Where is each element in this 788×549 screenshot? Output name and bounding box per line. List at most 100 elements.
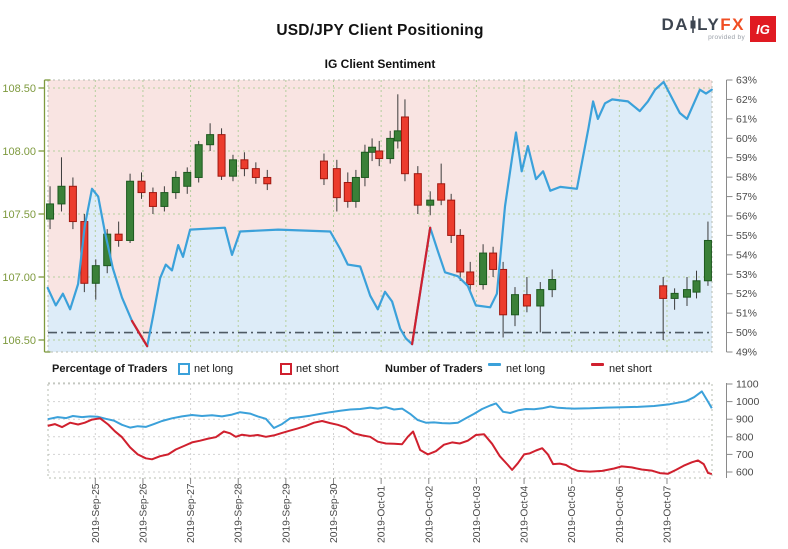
count-axis: 600 700 800 900 1000 1100 xyxy=(726,379,760,479)
count-tick-label: 700 xyxy=(736,449,754,461)
logo-daily-part2: LY xyxy=(697,15,721,34)
date-tick-label: 2019-Oct-01 xyxy=(377,485,388,543)
net-short-count-line xyxy=(47,417,713,476)
candle xyxy=(692,280,701,293)
candle xyxy=(522,294,531,307)
percent-tick-label: 62% xyxy=(736,94,757,106)
candle xyxy=(682,289,691,298)
count-tick-label: 900 xyxy=(736,414,754,426)
price-tick-label: 106.50 xyxy=(2,335,36,347)
chart-subtitle: IG Client Sentiment xyxy=(324,57,436,71)
candle xyxy=(228,159,237,177)
price-tick-label: 108.50 xyxy=(2,83,36,95)
provided-by-text: provided by xyxy=(708,34,745,41)
candle xyxy=(240,159,249,170)
legend-net-long-count: net long xyxy=(506,363,546,375)
candle xyxy=(659,285,668,299)
date-tick-label: 2019-Sep-27 xyxy=(186,483,197,543)
percent-tick-label: 58% xyxy=(736,172,757,184)
price-tick-label: 108.00 xyxy=(2,146,36,158)
net-long-percent-line-red-segment xyxy=(130,319,149,348)
date-tick-label: 2019-Sep-26 xyxy=(138,483,149,543)
percent-tick-label: 60% xyxy=(736,133,757,145)
legend-number-of-traders: Number of Traders xyxy=(385,363,483,375)
legend-net-short-count: net short xyxy=(609,363,652,375)
percent-tick-label: 53% xyxy=(736,269,757,281)
percent-tick-label: 54% xyxy=(736,249,757,261)
candle xyxy=(57,185,66,205)
candle xyxy=(386,137,395,160)
date-axis: 2019-Sep-25 2019-Sep-26 2019-Sep-27 2019-Se… xyxy=(91,478,673,543)
net-long-percent-line-red-segment xyxy=(411,226,432,346)
candle xyxy=(511,294,520,316)
candle xyxy=(479,252,488,286)
date-tick-label: 2019-Oct-06 xyxy=(615,485,626,543)
date-tick-label: 2019-Sep-29 xyxy=(281,483,292,543)
page-title: USD/JPY Client Positioning xyxy=(276,22,484,39)
legend-net-short-pct: net short xyxy=(296,363,339,375)
logo-fx: FX xyxy=(720,15,745,34)
candle xyxy=(263,176,272,185)
percent-tick-label: 56% xyxy=(736,211,757,223)
price-tick-label: 107.50 xyxy=(2,209,36,221)
candle xyxy=(251,168,260,178)
count-tick-label: 1100 xyxy=(736,379,759,391)
candle xyxy=(91,265,100,284)
date-tick-label: 2019-Sep-25 xyxy=(91,483,102,543)
candle xyxy=(426,199,435,206)
date-tick-label: 2019-Oct-07 xyxy=(662,485,673,543)
percent-tick-label: 50% xyxy=(736,327,757,339)
date-tick-label: 2019-Oct-03 xyxy=(472,485,483,543)
price-tick-label: 107.00 xyxy=(2,272,36,284)
percent-tick-label: 49% xyxy=(736,347,757,359)
candle xyxy=(46,203,55,220)
candle xyxy=(447,199,456,236)
legend-percentage-of-traders: Percentage of Traders xyxy=(52,363,168,375)
date-tick-label: 2019-Oct-04 xyxy=(520,485,531,543)
percent-tick-label: 59% xyxy=(736,152,757,164)
net-long-majority-area xyxy=(47,81,712,353)
legend-row: Percentage of Traders net long net short… xyxy=(0,361,788,379)
date-tick-label: 2019-Oct-05 xyxy=(567,485,578,543)
net-short-percent-swatch xyxy=(280,363,292,375)
net-long-count-swatch xyxy=(488,363,501,366)
legend-net-long-pct: net long xyxy=(194,363,234,375)
candle xyxy=(489,252,498,270)
candlestick-icon xyxy=(690,16,696,33)
net-short-count-swatch xyxy=(591,363,604,366)
candle xyxy=(319,160,328,180)
candle xyxy=(703,239,712,282)
candle xyxy=(393,130,402,142)
candlestick-series xyxy=(46,94,712,340)
logo-daily-part1: DA xyxy=(661,15,690,34)
candle xyxy=(400,116,409,175)
count-tick-label: 600 xyxy=(736,467,754,479)
candle xyxy=(499,268,508,316)
date-tick-label: 2019-Oct-02 xyxy=(424,485,435,543)
candle xyxy=(148,192,157,207)
net-long-percent-swatch xyxy=(178,363,190,375)
candle xyxy=(171,176,180,194)
candle xyxy=(183,171,192,187)
candle xyxy=(343,182,352,202)
candle xyxy=(103,233,112,267)
candle xyxy=(160,192,169,207)
candle xyxy=(375,150,384,160)
percent-tick-label: 61% xyxy=(736,113,757,125)
candle xyxy=(466,271,475,286)
percent-tick-label: 55% xyxy=(736,230,757,242)
candle xyxy=(360,151,369,178)
candle xyxy=(437,183,446,201)
candle xyxy=(194,144,203,178)
candle xyxy=(137,180,146,194)
dailyfx-logo: DA LY FX provided by IG xyxy=(662,16,776,42)
candle xyxy=(670,292,679,299)
candle xyxy=(456,234,465,273)
percent-tick-label: 57% xyxy=(736,191,757,203)
candle xyxy=(114,233,123,241)
count-tick-label: 800 xyxy=(736,431,754,443)
candle xyxy=(126,180,135,241)
ig-logo: IG xyxy=(750,16,776,42)
candle xyxy=(332,168,341,199)
